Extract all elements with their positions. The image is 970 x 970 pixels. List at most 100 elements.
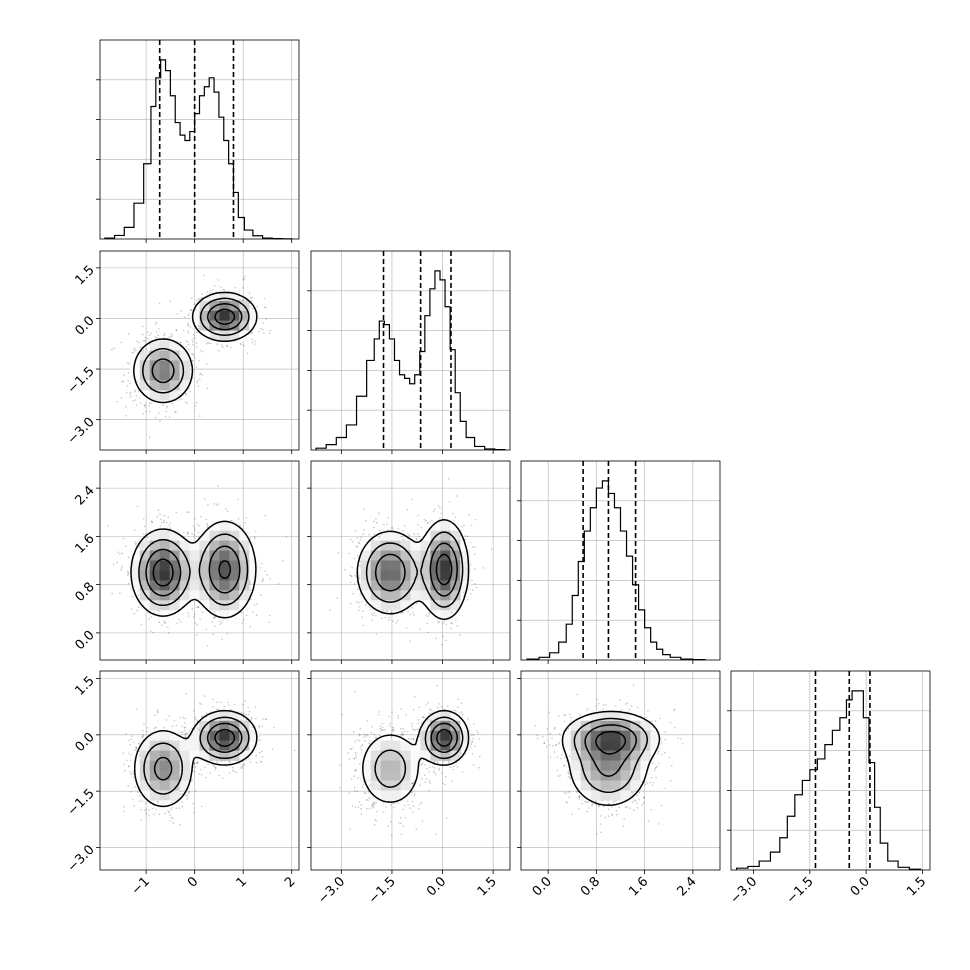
scatter-point [243,278,245,281]
scatter-point [192,616,195,618]
scatter-point [136,340,138,343]
scatter-point [277,583,280,585]
scatter-point [240,343,242,346]
scatter-point [192,353,194,355]
scatter-point [116,551,119,553]
scatter-point [144,336,147,339]
scatter-point [211,289,214,291]
density-cell [430,590,441,601]
scatter-point [160,518,162,521]
scatter-point [474,546,476,548]
scatter-point [193,534,196,536]
scatter-point [125,392,128,394]
scatter-point [175,807,178,809]
density-cell [199,310,210,321]
scatter-point [395,622,398,624]
scatter-point [134,786,136,788]
scatter-point [157,509,160,512]
scatter-point [437,505,440,507]
scatter-point [203,274,205,277]
scatter-point [250,305,252,308]
scatter-point [439,506,441,509]
scatter-point [129,382,131,385]
contour-line-3 [214,308,236,325]
scatter-point [417,514,419,517]
density-cell [380,540,391,551]
density-cell [420,560,431,571]
scatter-point [201,374,204,376]
density-cell [129,580,141,591]
density-cell [239,300,250,311]
density-cell [239,550,250,561]
scatter-point [166,405,168,407]
scatter-point [226,510,229,512]
scatter-point [148,618,150,620]
scatter-point [150,616,153,618]
scatter-point [183,729,186,732]
scatter-point [158,302,161,305]
density-cell [149,360,160,371]
scatter-point [452,512,454,515]
scatter-point [255,614,258,616]
scatter-point [261,328,264,331]
scatter-point [355,545,358,548]
density-cell [219,300,230,311]
density-cell [239,600,250,611]
scatter-point [216,701,218,704]
scatter-point [148,334,151,337]
density-cell [169,350,180,361]
density-cell [179,360,190,371]
scatter-point [133,529,136,531]
scatter-point [357,588,359,591]
density-cell [420,590,431,601]
scatter-point [329,609,331,612]
scatter-point [169,335,172,338]
scatter-point [191,359,194,362]
scatter-point [142,325,144,328]
scatter-point [130,608,133,610]
scatter-point [184,732,186,735]
density-cell [229,590,240,601]
scatter-point [185,733,187,735]
scatter-point [126,362,129,364]
scatter-point [246,352,249,355]
scatter-point [355,601,358,603]
density-cell [249,560,260,571]
scatter-point [349,574,352,576]
density-cell [360,570,371,581]
scatter-point [469,593,472,595]
scatter-point [262,579,265,581]
density-panel-1-0 [100,251,299,450]
scatter-point [260,594,262,596]
scatter-point [150,402,152,405]
density-cell [149,600,160,611]
scatter-point [265,318,268,320]
scatter-point [145,808,148,811]
scatter-point [169,522,171,525]
scatter-point [187,324,189,326]
scatter-point [168,524,171,527]
scatter-point [383,523,385,526]
density-cell [219,590,230,601]
scatter-point [204,498,206,500]
scatter-point [195,331,198,334]
density-cell [390,580,401,591]
density-cell [219,310,230,321]
scatter-point [172,822,174,824]
scatter-point [140,623,143,626]
scatter-point [472,546,474,548]
density-cell [229,600,240,611]
contour-line-3 [152,558,232,587]
scatter-point [391,528,394,530]
scatter-point [425,519,427,522]
scatter-point [388,619,390,621]
density-cell [189,560,200,571]
scatter-point [179,342,182,344]
scatter-point [459,634,462,636]
scatter-point [129,396,132,398]
scatter-point [402,538,404,540]
density-cell [169,590,180,601]
density-cell [450,580,461,591]
scatter-point [201,611,204,613]
density-cell [199,320,210,331]
